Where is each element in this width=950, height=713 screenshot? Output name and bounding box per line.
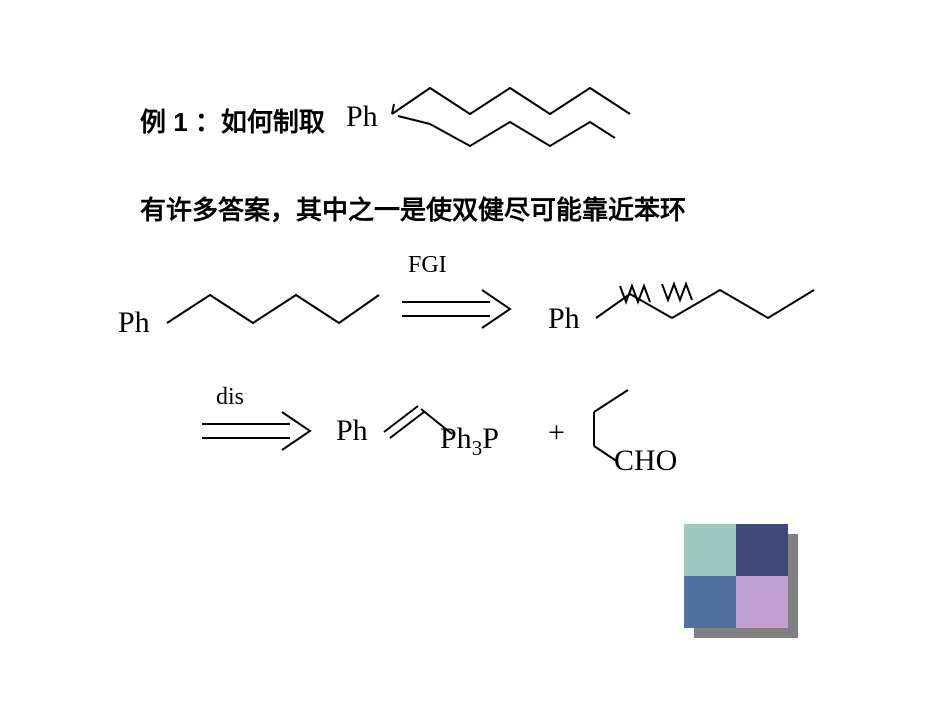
title-ph-label: Ph: [346, 100, 378, 134]
plus-sign: +: [548, 416, 565, 450]
dis-label: dis: [216, 384, 244, 411]
example-title-text: 例 1 ：如何制取: [140, 102, 325, 139]
fgi-label: FGI: [408, 252, 447, 279]
retro-arrow-1: [398, 288, 518, 332]
ph3p-ph: Ph: [440, 422, 472, 455]
retro-arrow-2: [198, 410, 318, 454]
row1-structure-right: [592, 262, 832, 342]
ph3p-sub: 3: [472, 436, 483, 460]
row1-ph-left: Ph: [118, 306, 150, 340]
row1-ph-right: Ph: [548, 302, 580, 336]
explanation-text: 有许多答案，其中之一是使双健尽可能靠近苯环: [140, 190, 686, 227]
title-structure: [390, 66, 650, 146]
slide-root: { "text": { "line1_prefix": "例 1 ：如何制取",…: [0, 0, 950, 713]
ph3p-label: Ph3P: [440, 422, 499, 461]
ylide-ph-label: Ph: [336, 414, 368, 448]
cho-label: CHO: [614, 444, 677, 478]
ph3p-p: P: [482, 422, 499, 455]
row1-structure-left: [165, 265, 385, 345]
decoration-squares: [680, 520, 810, 650]
